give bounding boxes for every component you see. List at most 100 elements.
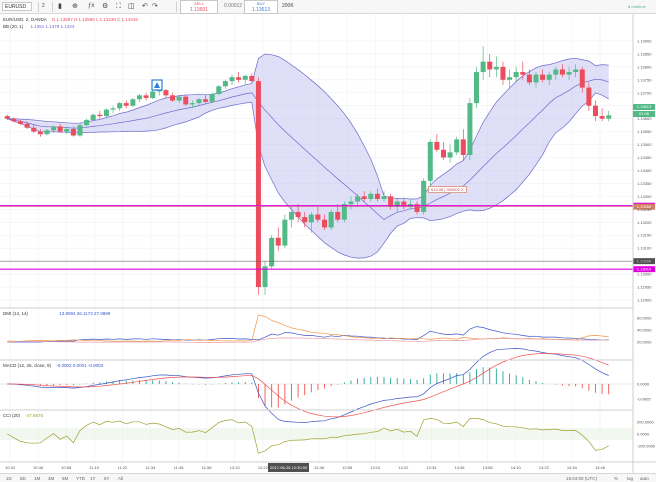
sell-button[interactable]: SELL 1.13601 <box>180 0 218 14</box>
time-axis: 10:34 10:46 10:58 11:10 11:22 11:34 11:46 11:58… <box>5 465 606 470</box>
candle-body <box>302 217 308 223</box>
range-button-6m[interactable]: 6M <box>62 476 69 481</box>
snapshot-icon[interactable]: ◫ <box>128 3 135 10</box>
candle-body <box>322 219 328 228</box>
range-button-ytd[interactable]: YTD <box>76 476 85 481</box>
time-tick-label: 10:46 <box>33 465 44 470</box>
candle-body <box>255 81 261 288</box>
range-button-3m[interactable]: 3M <box>48 476 55 481</box>
candle-body <box>573 69 579 73</box>
candle-body <box>143 95 149 98</box>
bb-legend-label: BB (20, 1) <box>3 24 24 29</box>
candle-body <box>269 237 275 267</box>
indicator-tick-label: -200.0000 <box>637 444 656 449</box>
candle-body <box>579 69 585 88</box>
redo-icon[interactable]: ↷ <box>152 3 158 10</box>
price-line-tag <box>633 266 655 273</box>
candle-body <box>11 118 17 122</box>
range-button-1m[interactable]: 1M <box>34 476 41 481</box>
candle-body <box>341 204 347 220</box>
indicator-tick-label: 200.0000 <box>637 420 654 425</box>
price-tick-label: 1.13850 <box>637 51 652 56</box>
indicator-tick-label: 0.0000 <box>637 432 650 437</box>
bb-legend: BB (20, 1) 1.1351 1.1379 1.1323 <box>3 24 74 30</box>
candle-body <box>467 103 473 155</box>
bb-lower-line <box>7 92 609 259</box>
time-tick-label: 12:58 <box>342 465 353 470</box>
candle-body <box>209 94 215 102</box>
alert-marker-icon <box>151 79 163 91</box>
fullscreen-icon[interactable]: ⛶ <box>116 3 121 10</box>
symbol-input[interactable]: EURUSD <box>2 2 32 11</box>
dmi-plus-line <box>7 326 609 343</box>
indicator-tick-label: 0.0000 <box>637 382 650 387</box>
time-tick-label: 14:22 <box>539 465 550 470</box>
buy-button[interactable]: BUY 1.13613 <box>244 0 278 14</box>
price-tick-label: 1.12900 <box>637 298 652 303</box>
candle-body <box>4 116 10 119</box>
interval-button[interactable]: 2 <box>42 3 45 9</box>
price-line-label: 1.13019 <box>637 267 652 272</box>
candlestick-series <box>4 46 612 295</box>
candle-body <box>414 204 420 212</box>
scale-option-auto[interactable]: auto <box>640 476 649 481</box>
time-tick-label: 11:10 <box>89 465 99 470</box>
candle-body <box>123 103 129 106</box>
time-tick-label: 11:46 <box>174 465 184 470</box>
candle-body <box>24 123 30 128</box>
scale-option-percent[interactable]: % <box>614 476 619 481</box>
time-tick-label: 12:10 <box>230 465 241 470</box>
time-tick-label: 11:22 <box>118 465 128 470</box>
indicators-icon[interactable]: ƒx <box>88 3 95 9</box>
undo-icon[interactable]: ↶ <box>142 3 148 10</box>
price-line-tag <box>633 258 655 265</box>
candle-body <box>599 116 605 119</box>
position-tag[interactable]: 614.08 | 300000 X <box>428 186 467 193</box>
candle-body <box>282 219 288 246</box>
candle-body <box>460 139 466 155</box>
macd-indicator: 0.0000 -0.0005 <box>0 348 651 423</box>
candle-type-icon[interactable]: ▮ <box>58 3 62 10</box>
chart-title: EUR/USD, 2, OANDA <box>3 17 47 22</box>
price-tick-label: 1.13700 <box>637 90 652 95</box>
indicator-tick-label: 60.0000 <box>637 316 652 321</box>
time-tick-label: 12:22 <box>258 465 269 470</box>
range-button-1d[interactable]: 1D <box>6 476 12 481</box>
price-tick-label: 1.13550 <box>637 129 652 134</box>
price-tick-label: 1.13500 <box>637 142 652 147</box>
candle-body <box>44 130 50 135</box>
cci-indicator: 200.0000 0.0000 -200.0000 <box>0 418 656 454</box>
candle-body <box>150 91 156 98</box>
candle-body <box>401 201 407 207</box>
quantity-field[interactable]: 200K <box>282 3 294 9</box>
settings-gear-icon[interactable]: ⚙ <box>102 3 109 10</box>
price-axis: 1.13900 1.13850 1.13800 1.13750 1.13700 1.136… <box>637 38 652 302</box>
compare-icon[interactable]: ⊕ <box>72 3 78 10</box>
candle-body <box>90 114 96 120</box>
candle-body <box>288 211 294 220</box>
candle-body <box>487 61 493 70</box>
candle-body <box>566 72 572 75</box>
bottom-bar: 1D 5D 1M 3M 6M YTD 1Y 5Y All 15:04:00 (UTC) % log… <box>0 473 656 482</box>
cci-line <box>7 418 609 454</box>
time-tick-label: 14:10 <box>511 465 522 470</box>
scale-option-log[interactable]: log <box>627 476 634 481</box>
candle-body <box>216 86 222 95</box>
candle-body <box>242 75 248 80</box>
range-button-1y[interactable]: 1Y <box>90 476 96 481</box>
candle-body <box>335 211 341 220</box>
spread-value: 0.00012 <box>224 3 243 9</box>
candle-body <box>222 81 228 87</box>
range-button-5y[interactable]: 5Y <box>104 476 110 481</box>
range-button-all[interactable]: All <box>118 476 124 481</box>
range-button-5d[interactable]: 5D <box>20 476 26 481</box>
candle-body <box>51 126 57 131</box>
price-tick-label: 1.13100 <box>637 246 652 251</box>
candle-body <box>606 115 612 119</box>
price-tick-label: 1.13400 <box>637 168 652 173</box>
time-tick-label: 12:46 <box>314 465 325 470</box>
price-tick-label: 1.13150 <box>637 233 652 238</box>
price-tick-label: 1.13800 <box>637 64 652 69</box>
